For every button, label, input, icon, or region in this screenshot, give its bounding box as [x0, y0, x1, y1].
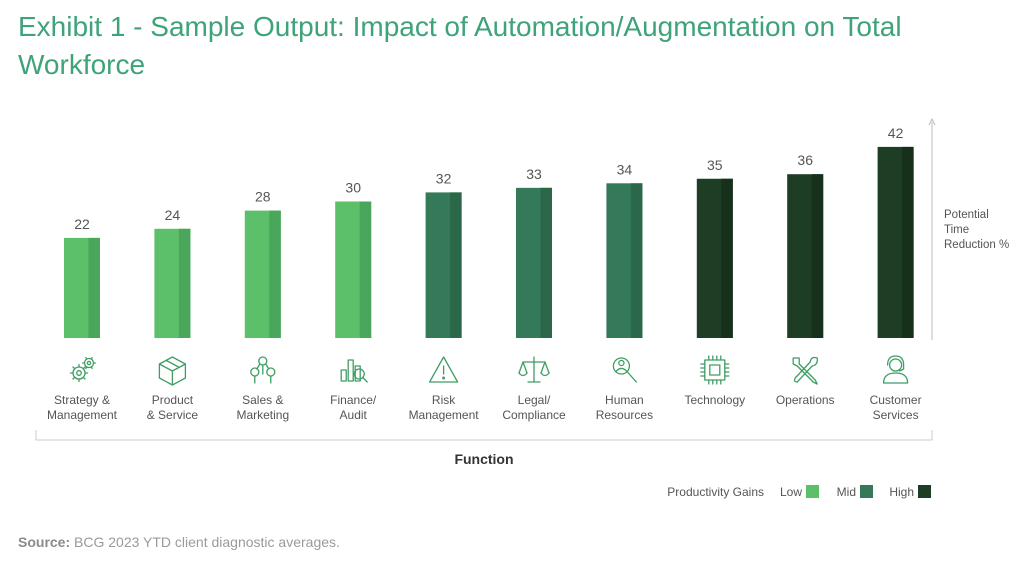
people-network-icon	[250, 356, 276, 384]
category-label-8: Technology	[684, 393, 745, 407]
bar-chart-magnifier-icon	[340, 359, 368, 383]
category-label-7: Human Resources	[596, 393, 653, 422]
gears-icon	[69, 356, 96, 383]
legend-swatch-mid	[860, 485, 873, 498]
value-label-3: 28	[255, 189, 271, 205]
value-label-8: 35	[707, 157, 723, 173]
legend-title: Productivity Gains	[667, 485, 764, 499]
bar-shade-2	[178, 228, 191, 338]
value-label-5: 32	[436, 170, 452, 186]
legend-label-low: Low	[780, 485, 802, 499]
bar-chart: 22 24 28 30 32 33 34 35 36 42 Strategy & Managemen…	[35, 117, 1009, 499]
category-label-9: Operations	[776, 393, 835, 407]
value-labels-group: 22 24 28 30 32 33 34 35 36 42	[74, 125, 903, 232]
bar-shade-3	[269, 210, 281, 338]
y-axis-label: Potential Time Reduction %	[944, 209, 1009, 251]
value-label-1: 22	[74, 216, 90, 232]
bar-shade-10	[902, 146, 914, 338]
bar-shade-4	[359, 201, 372, 338]
person-search-icon	[612, 357, 638, 383]
value-label-2: 24	[165, 207, 181, 223]
source-label: Source:	[18, 534, 71, 550]
bar-shade-6	[540, 187, 552, 338]
chart-title: Exhibit 1 - Sample Output: Impact of Aut…	[18, 11, 902, 80]
bar-shade-7	[630, 183, 643, 338]
category-label-5: Risk Management	[409, 393, 480, 422]
wrench-screwdriver-icon	[792, 356, 818, 385]
value-label-10: 42	[888, 125, 904, 141]
category-label-2: Product & Service	[147, 393, 199, 422]
category-label-6: Legal/Compliance	[502, 393, 566, 422]
bar-shade-8	[721, 178, 733, 338]
warning-triangle-icon	[428, 356, 459, 383]
value-label-9: 36	[797, 152, 813, 168]
bars-group	[64, 146, 914, 338]
category-label-3: Sales & Marketing	[236, 393, 289, 422]
bar-shade-5	[450, 192, 462, 338]
headset-agent-icon	[882, 355, 909, 384]
category-label-4: Finance/Audit	[330, 393, 377, 422]
bar-shade-9	[811, 174, 824, 338]
value-label-4: 30	[345, 180, 361, 196]
y-axis-arrowhead	[928, 117, 936, 126]
legend-swatch-high	[918, 485, 931, 498]
legend-label-high: High	[889, 485, 914, 499]
value-label-7: 34	[617, 161, 633, 177]
category-label-1: Strategy & Management	[47, 393, 118, 422]
category-labels-group: Strategy & Management Product & Service Sale…	[47, 393, 922, 422]
legend: Productivity Gains Low Mid High	[667, 485, 931, 499]
scales-icon	[518, 356, 550, 383]
category-label-10: Customer Services	[870, 393, 922, 422]
category-icons-group	[69, 355, 909, 386]
function-bracket	[35, 430, 933, 441]
source-note: Source: BCG 2023 YTD client diagnostic a…	[18, 534, 340, 550]
value-label-6: 33	[526, 166, 542, 182]
legend-label-mid: Mid	[837, 485, 856, 499]
chip-icon	[700, 355, 730, 385]
box-icon	[158, 356, 187, 386]
legend-swatch-low	[806, 485, 819, 498]
bar-shade-1	[88, 237, 100, 338]
source-text: BCG 2023 YTD client diagnostic averages.	[74, 534, 340, 550]
x-axis-label: Function	[454, 451, 513, 467]
